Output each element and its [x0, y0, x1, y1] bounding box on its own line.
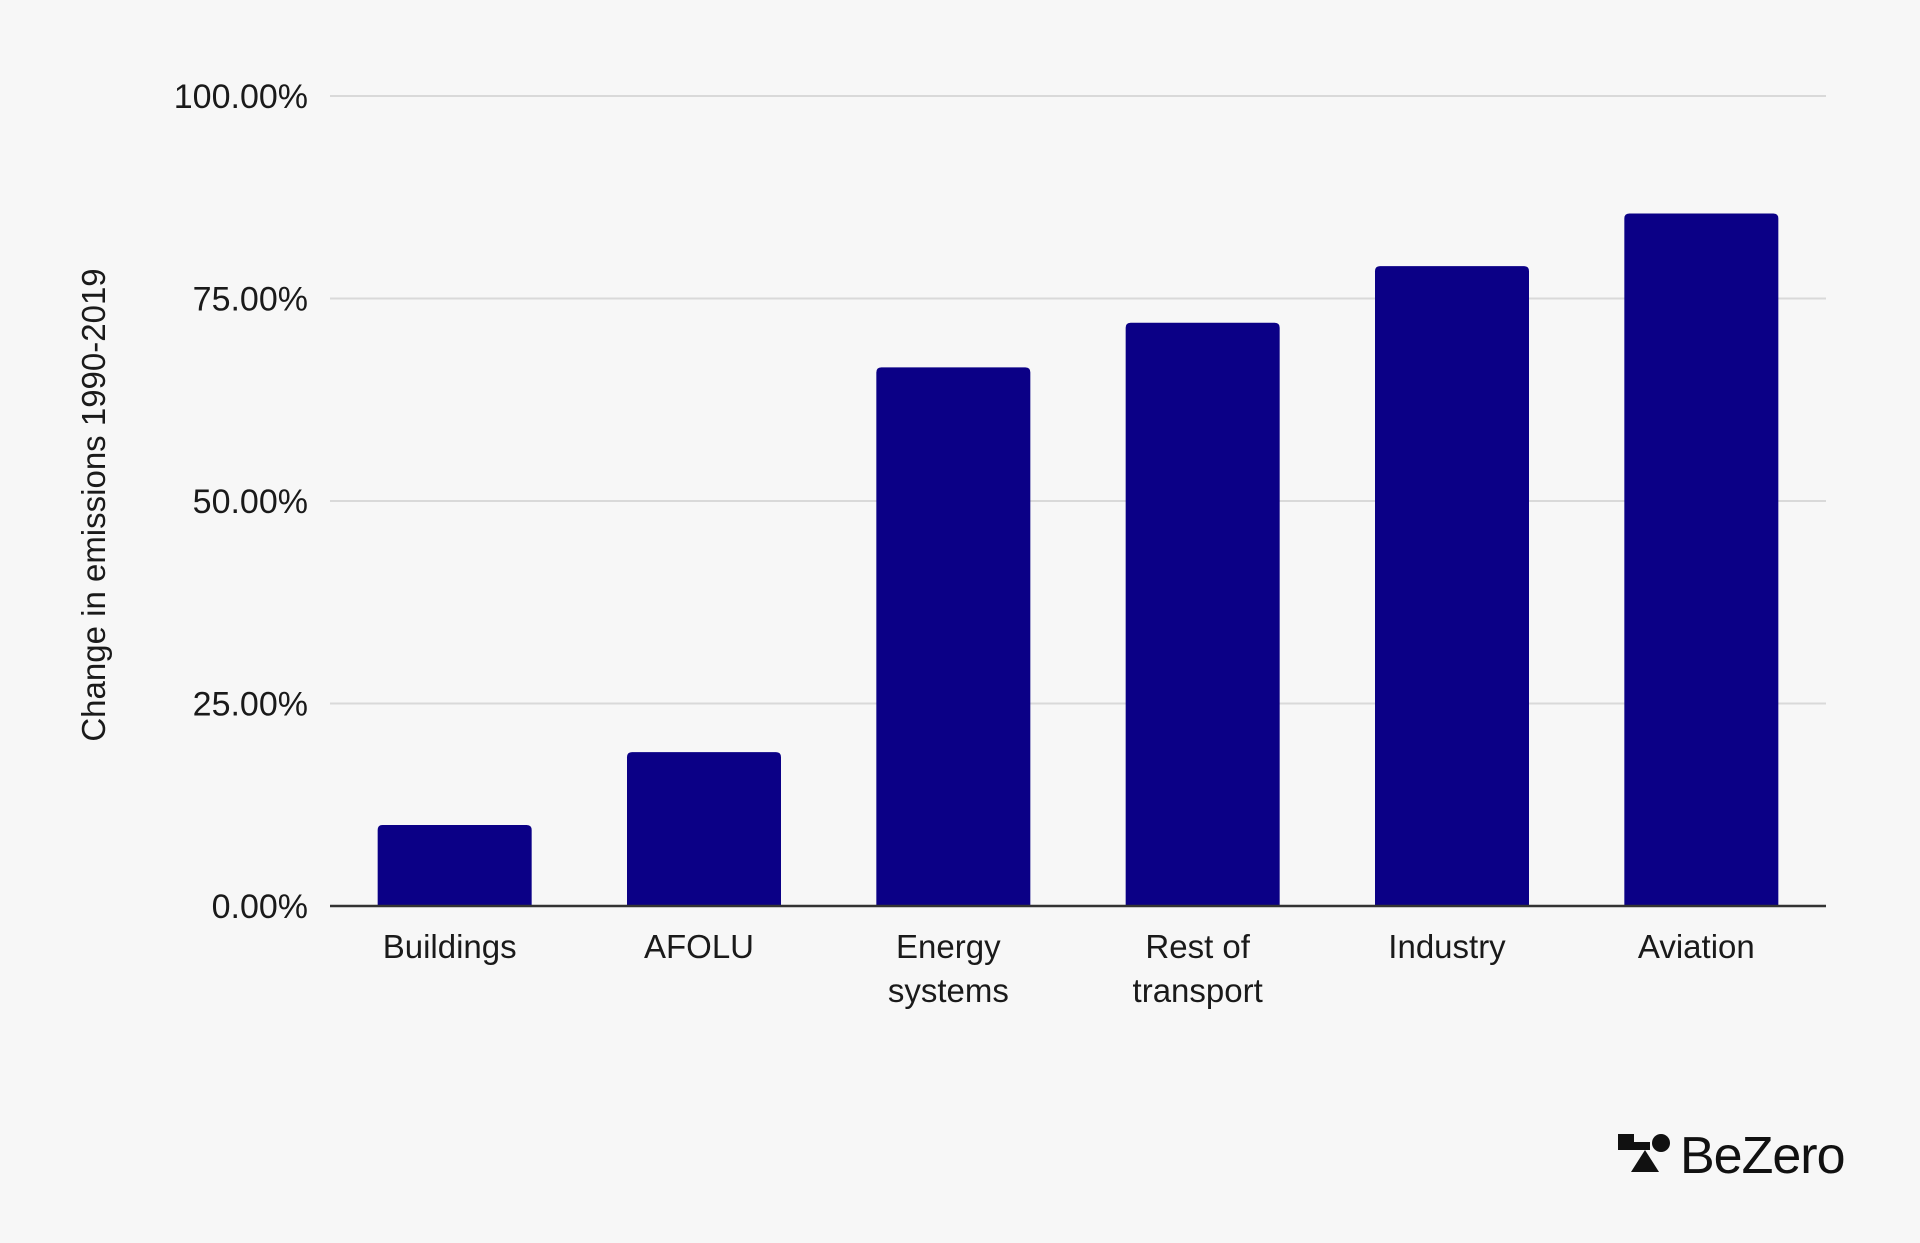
x-category-label: AFOLU — [644, 928, 754, 965]
y-tick-label: 75.00% — [193, 281, 308, 319]
x-category-label-line: Rest of — [1145, 928, 1250, 965]
bar — [1624, 213, 1779, 906]
x-category-label-line: transport — [1133, 972, 1263, 1009]
bezero-shapes-icon — [1618, 1134, 1670, 1172]
x-category-label-line: Energy — [896, 928, 1001, 965]
bar — [627, 752, 781, 906]
x-category-label: Rest of transport — [1133, 928, 1263, 1009]
y-axis-tick-labels: 0.00% 25.00% 50.00% 75.00% 100.00% — [174, 78, 308, 926]
bars — [377, 213, 1779, 907]
x-axis-category-labels: Buildings AFOLU Energy systems Rest of transp… — [383, 928, 1755, 1009]
brand-logo-text: BeZero — [1680, 1127, 1845, 1185]
x-category-label: Energy systems — [888, 928, 1009, 1009]
brand-logo: BeZero — [1618, 1127, 1846, 1185]
y-tick-label: 25.00% — [193, 686, 308, 724]
y-tick-label: 0.00% — [212, 888, 308, 926]
bar — [1125, 322, 1280, 906]
x-category-label-line: systems — [888, 972, 1009, 1009]
x-category-label-line: Buildings — [383, 928, 517, 965]
x-category-label: Buildings — [383, 928, 517, 965]
y-tick-label: 50.00% — [193, 483, 308, 521]
bar — [1375, 266, 1529, 907]
y-axis-title: Change in emissions 1990-2019 — [75, 268, 112, 741]
y-tick-label: 100.00% — [174, 78, 308, 116]
bar — [377, 825, 532, 906]
gridlines — [330, 95, 1826, 705]
x-category-label-line: Industry — [1388, 928, 1506, 965]
x-category-label: Aviation — [1638, 928, 1755, 965]
x-category-label-line: Aviation — [1638, 928, 1755, 965]
x-category-label: Industry — [1388, 928, 1506, 965]
x-category-label-line: AFOLU — [644, 928, 754, 965]
bar — [876, 367, 1031, 907]
